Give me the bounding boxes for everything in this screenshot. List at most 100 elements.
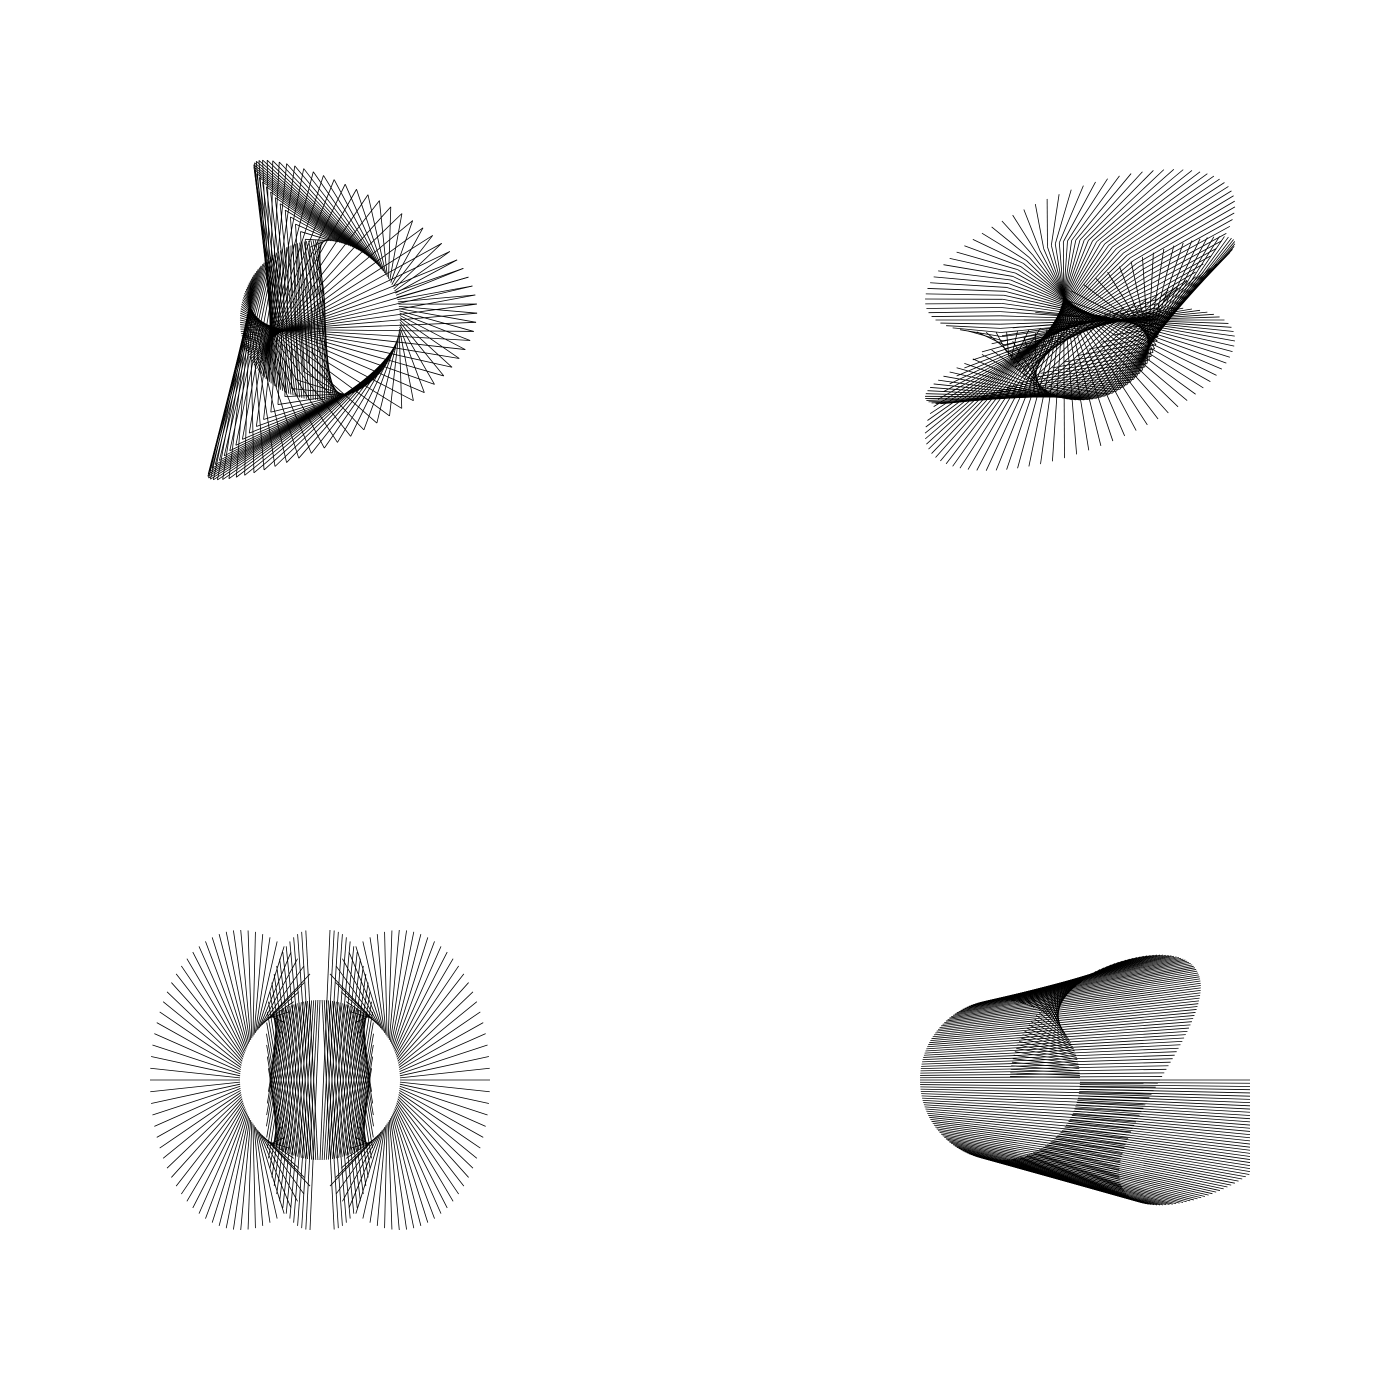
string-line bbox=[959, 243, 1106, 469]
string-line bbox=[1038, 1012, 1068, 1038]
string-line bbox=[159, 1011, 242, 1068]
string-line bbox=[253, 1125, 264, 1226]
string-line bbox=[1023, 209, 1041, 251]
string-line bbox=[301, 242, 318, 346]
string-line bbox=[262, 181, 350, 246]
string-line bbox=[1112, 175, 1215, 248]
string-line bbox=[166, 991, 243, 1064]
string-art-top-left bbox=[207, 159, 478, 481]
string-line bbox=[398, 1094, 478, 1159]
string-line bbox=[303, 241, 321, 337]
string-line bbox=[1017, 1044, 1077, 1058]
string-line bbox=[384, 931, 388, 1037]
string-line bbox=[1071, 267, 1211, 400]
string-line bbox=[397, 982, 469, 1062]
string-line bbox=[1010, 279, 1223, 370]
string-line bbox=[323, 175, 381, 268]
string-line bbox=[394, 1108, 442, 1214]
string-line bbox=[931, 252, 1124, 454]
string-line bbox=[300, 231, 332, 242]
string-line bbox=[396, 1102, 459, 1195]
string-line bbox=[1026, 1027, 1073, 1048]
string-line bbox=[323, 1000, 339, 1229]
string-line bbox=[388, 1119, 400, 1231]
string-line bbox=[309, 999, 321, 1231]
string-line bbox=[947, 1140, 1120, 1175]
string-line bbox=[389, 213, 403, 281]
string-line bbox=[938, 270, 1011, 281]
string-line bbox=[393, 941, 435, 1050]
string-line bbox=[1010, 1076, 1080, 1079]
string-line bbox=[369, 1126, 386, 1223]
string-line bbox=[1052, 1140, 1250, 1175]
string-line bbox=[1054, 1138, 1250, 1173]
string-line bbox=[921, 1095, 1146, 1106]
string-line bbox=[330, 1000, 351, 1219]
string-line bbox=[284, 210, 303, 398]
string-line bbox=[923, 1104, 1138, 1120]
string-line bbox=[362, 941, 384, 1032]
string-line bbox=[928, 1114, 1130, 1136]
string-line bbox=[175, 973, 244, 1060]
string-line bbox=[181, 965, 244, 1058]
string-line bbox=[931, 1015, 1195, 1040]
string-line bbox=[355, 1008, 374, 1104]
string-line bbox=[240, 306, 390, 417]
string-line bbox=[395, 259, 458, 294]
string-line bbox=[225, 931, 250, 1044]
string-line bbox=[152, 1085, 241, 1116]
string-line bbox=[367, 194, 387, 275]
string-line bbox=[162, 1001, 242, 1066]
string-line bbox=[1032, 255, 1159, 420]
string-line bbox=[209, 262, 265, 472]
string-line bbox=[1108, 173, 1208, 246]
string-line bbox=[387, 1121, 393, 1230]
string-line bbox=[397, 294, 476, 303]
string-line bbox=[939, 997, 1200, 1029]
string-line bbox=[1059, 280, 1188, 398]
string-line bbox=[1151, 247, 1217, 285]
string-line bbox=[399, 1022, 484, 1070]
string-line bbox=[968, 1153, 1128, 1196]
string-line bbox=[967, 242, 1102, 470]
string-line bbox=[1012, 1058, 1079, 1067]
string-line bbox=[192, 1106, 245, 1209]
string-line bbox=[332, 946, 355, 1160]
string-line bbox=[1051, 289, 1169, 395]
string-line bbox=[310, 240, 326, 309]
string-line bbox=[253, 166, 358, 250]
string-line bbox=[956, 974, 1199, 1014]
string-line bbox=[936, 1128, 1122, 1157]
string-line bbox=[1158, 287, 1179, 304]
string-line bbox=[964, 245, 1021, 267]
string-line bbox=[399, 1081, 490, 1093]
string-line bbox=[1035, 1151, 1217, 1193]
string-line bbox=[248, 251, 280, 434]
string-line bbox=[294, 165, 377, 263]
string-line bbox=[393, 243, 442, 290]
string-line bbox=[1039, 302, 1137, 390]
string-line bbox=[1147, 311, 1161, 317]
string-line bbox=[392, 937, 429, 1048]
string-line bbox=[256, 941, 278, 1032]
string-line bbox=[920, 1088, 1152, 1095]
string-line bbox=[308, 240, 325, 318]
string-line bbox=[938, 1000, 1200, 1030]
string-line bbox=[384, 1123, 388, 1229]
string-line bbox=[211, 937, 248, 1048]
string-line bbox=[1064, 1126, 1250, 1151]
string-line bbox=[981, 354, 1056, 397]
string-line bbox=[946, 325, 1001, 329]
string-line bbox=[398, 1092, 481, 1149]
string-line bbox=[359, 1079, 371, 1150]
string-line bbox=[388, 206, 392, 279]
string-line bbox=[258, 160, 366, 255]
string-line bbox=[263, 249, 284, 420]
string-line bbox=[225, 1116, 250, 1229]
string-line bbox=[399, 1085, 488, 1116]
string-line bbox=[1010, 1072, 1080, 1076]
string-line bbox=[1001, 220, 1034, 256]
string-line bbox=[933, 1009, 1197, 1036]
string-line bbox=[1071, 1114, 1250, 1132]
string-line bbox=[256, 161, 364, 254]
